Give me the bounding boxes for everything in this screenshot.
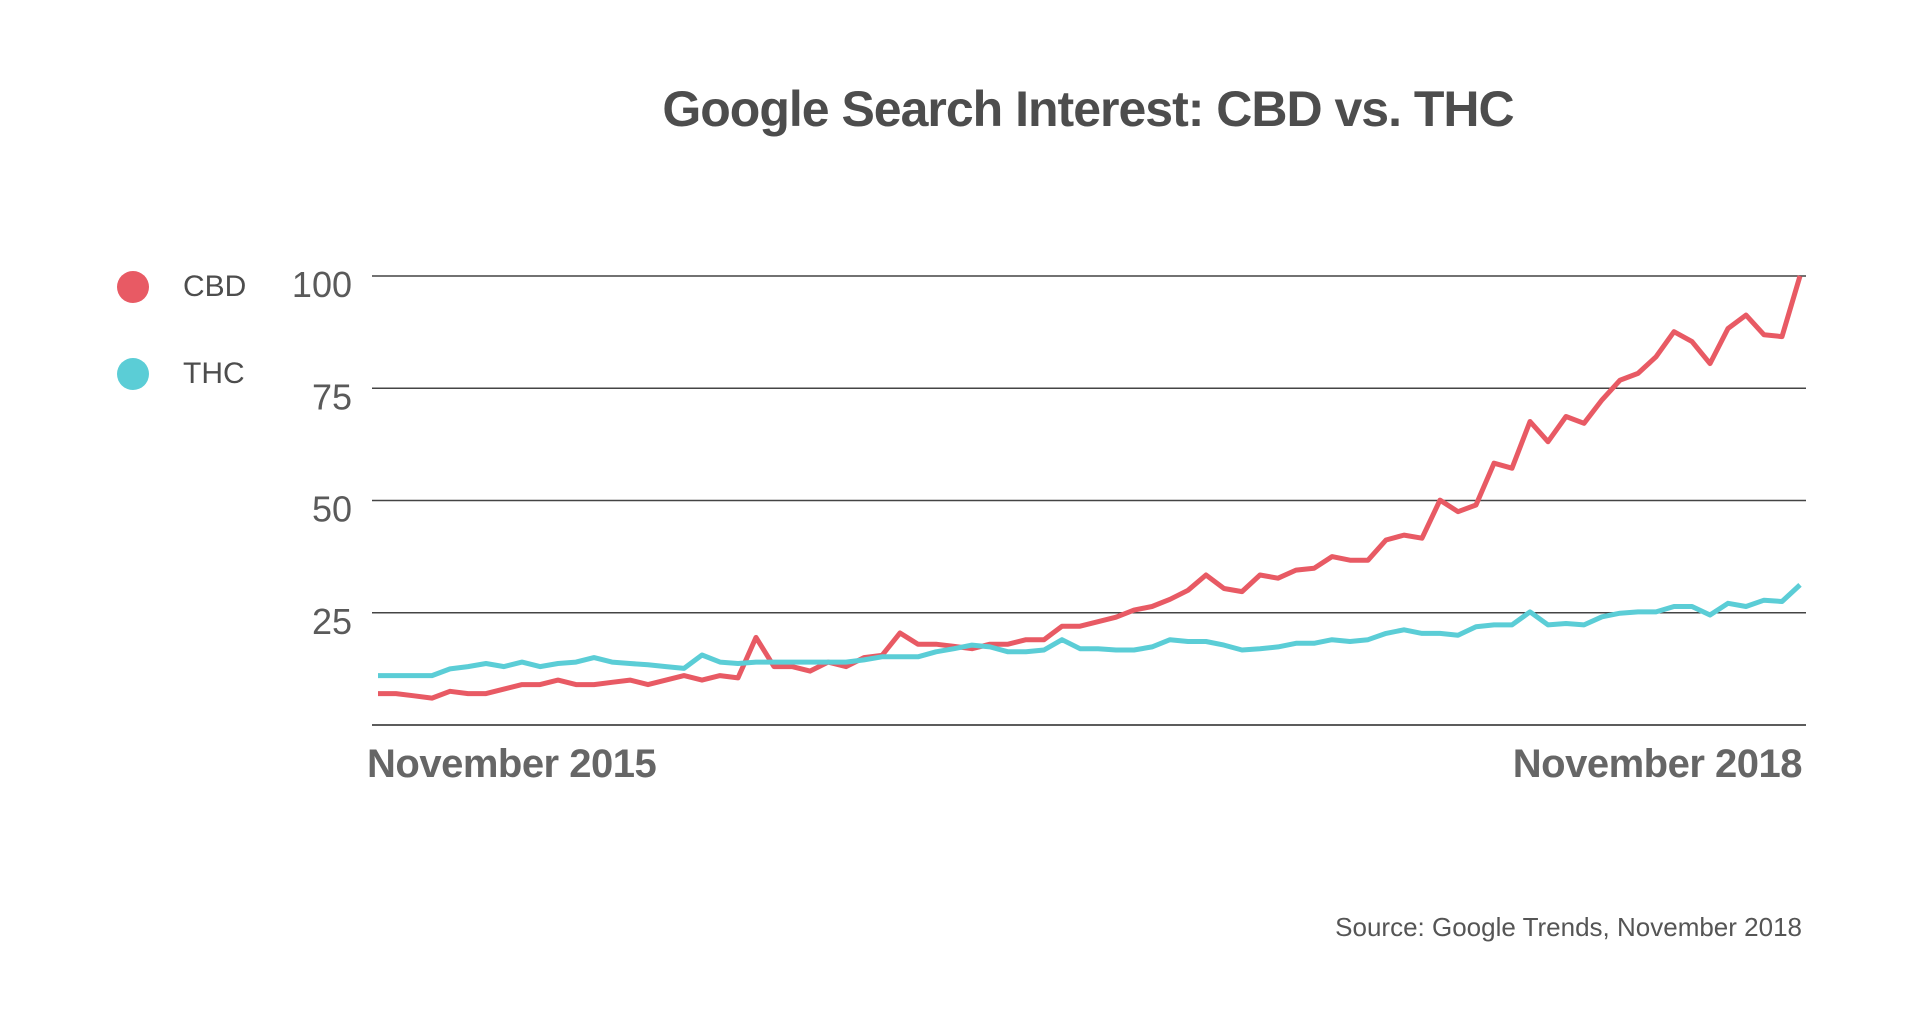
legend-item-cbd: CBD (117, 270, 246, 304)
x-tick-label-start: November 2015 (367, 742, 657, 786)
y-tick-label-50: 50 (312, 489, 352, 530)
source-note: Source: Google Trends, November 2018 (1335, 912, 1802, 942)
legend-label-cbd: CBD (183, 270, 247, 303)
legend-dot-cbd-icon (117, 271, 149, 303)
legend-label-thc: THC (183, 357, 245, 390)
y-tick-label-25: 25 (312, 601, 352, 642)
y-tick-label-75: 75 (312, 376, 352, 417)
legend-dot-thc-icon (117, 358, 149, 390)
series-line-cbd (378, 275, 1803, 701)
legend-item-thc: THC (117, 357, 245, 391)
series-line-thc (378, 583, 1802, 679)
chart-title: Google Search Interest: CBD vs. THC (662, 81, 1514, 137)
x-tick-label-end: November 2018 (1512, 742, 1803, 786)
y-tick-label-100: 100 (292, 264, 352, 305)
